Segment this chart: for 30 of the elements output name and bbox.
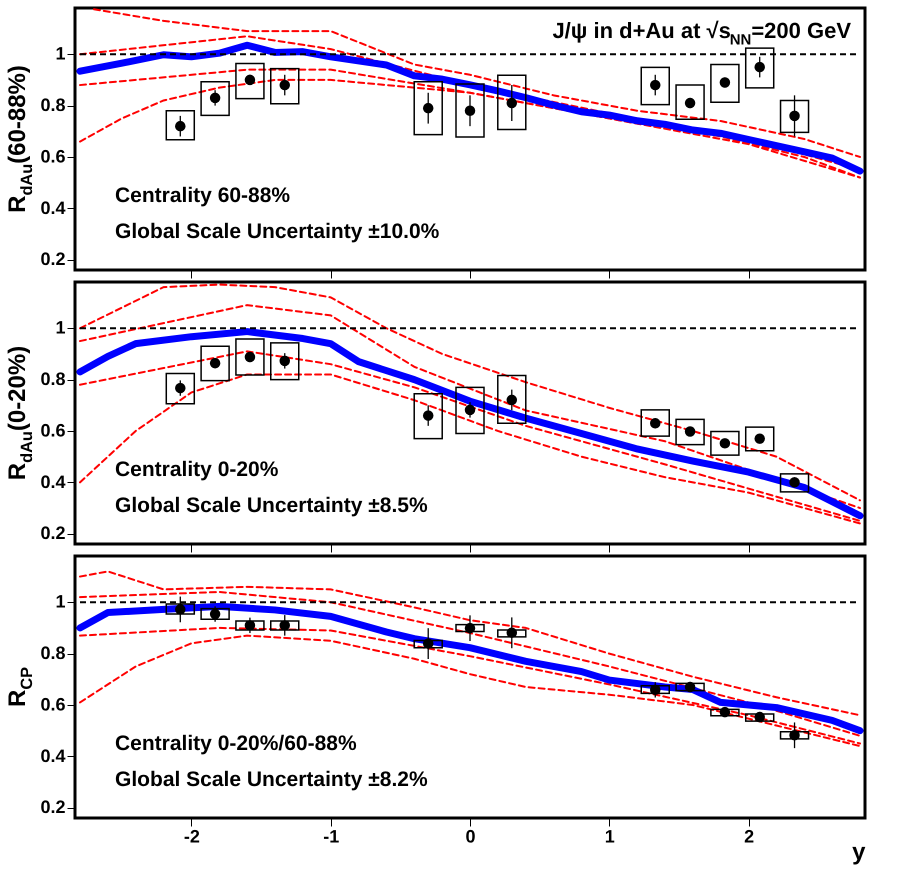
y-tick-label: 0.8 <box>40 643 66 664</box>
y-tick-label: 0.8 <box>40 369 66 390</box>
annotation: Global Scale Uncertainty ±8.5% <box>115 494 428 517</box>
annotation: Centrality 0-20% <box>115 458 279 481</box>
annotation: Global Scale Uncertainty ±8.2% <box>115 768 428 791</box>
y-tick-label: 0.6 <box>40 694 66 714</box>
y-tick-label: 0.2 <box>40 523 66 544</box>
y-tick-label: 0.2 <box>40 797 66 818</box>
y-tick-label: 0.6 <box>40 420 66 440</box>
x-tick-label: 0 <box>465 826 476 846</box>
annotation: Centrality 0-20%/60-88% <box>115 732 357 755</box>
y-tick-label: 0.4 <box>40 472 66 492</box>
y-axis-title: RdAu(0-20%) <box>4 346 36 480</box>
y-tick-label: 1 <box>55 44 66 64</box>
y-tick-label: 0.4 <box>40 198 66 218</box>
x-tick-label: 2 <box>744 826 754 846</box>
x-tick-label: -2 <box>184 826 200 846</box>
annotation: Centrality 60-88% <box>115 184 290 207</box>
y-axis-title: RdAu(60-88%) <box>4 65 36 213</box>
y-tick-label: 0.6 <box>40 146 66 166</box>
x-axis-title: y <box>852 838 866 866</box>
x-tick-label: -1 <box>323 826 340 846</box>
x-tick-label: 1 <box>604 826 615 846</box>
y-tick-label: 0.8 <box>40 95 66 116</box>
y-tick-label: 0.2 <box>40 249 66 270</box>
y-axis-title: RCP <box>4 666 36 707</box>
y-tick-label: 1 <box>55 592 66 612</box>
y-tick-label: 0.4 <box>40 746 66 766</box>
annotation: Global Scale Uncertainty ±10.0% <box>115 220 440 243</box>
y-tick-label: 1 <box>55 318 66 338</box>
